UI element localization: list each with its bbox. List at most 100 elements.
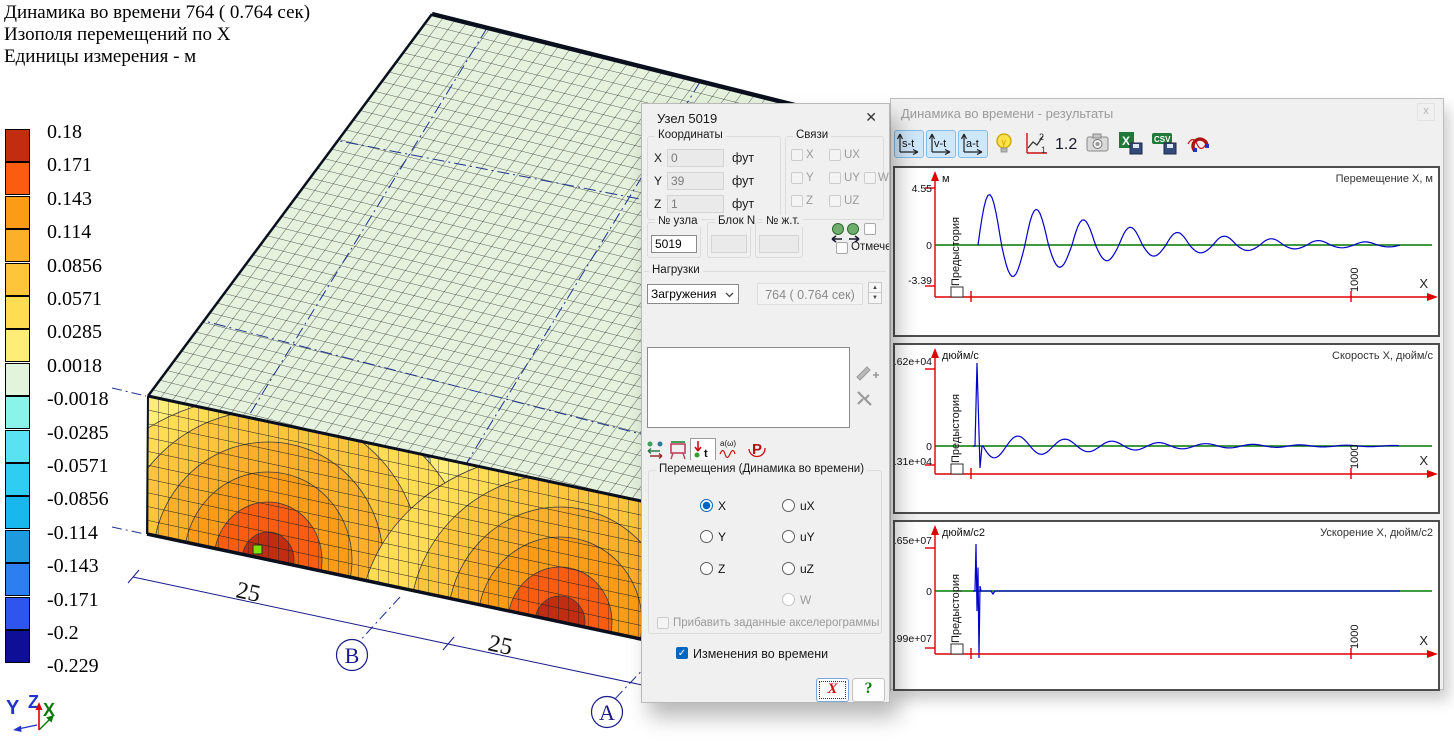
link-ux-checkbox[interactable] [829,149,841,161]
prehistory-label: Предыстория [950,394,962,463]
y-unit-label: дюйм/с2 [942,527,985,539]
time-plot-tab-active[interactable]: t [690,438,716,460]
link-w-label: W [878,172,889,184]
magnet-snap-icon[interactable] [1185,130,1215,158]
legend-swatch [5,362,30,396]
prev-node-arrow-icon [831,235,842,243]
ymin-label: -7.99e+07 [895,633,932,645]
dialog-help-button[interactable]: ? [852,678,885,702]
links-group-label: Связи [793,129,832,141]
link-uz-checkbox[interactable] [829,195,841,207]
toolbar-velocity-button[interactable]: v-t [926,130,956,158]
lightbulb-icon[interactable]: γ [993,130,1015,158]
coord-x-label: X [654,151,663,165]
link-w-checkbox[interactable] [864,172,876,184]
zht-label: № ж.т. [763,215,803,227]
add-load-button[interactable] [853,362,879,382]
radio-w[interactable] [782,593,795,606]
coord-x-unit: фут [732,151,755,165]
coord-z-field[interactable]: 1 [667,195,724,213]
radio-uy[interactable] [782,530,795,543]
node-nav-arrows[interactable] [830,222,876,244]
loads-combo[interactable]: Загружения [647,284,739,304]
legend-swatch [5,563,30,597]
radio-y[interactable] [700,530,713,543]
svg-text:Z: Z [28,692,39,712]
edit-load-button[interactable] [853,388,879,408]
save-excel-icon[interactable]: X [1117,130,1145,158]
exchange-nodes-tab[interactable] [644,438,667,460]
xtick-label: 1000 [1349,445,1361,469]
nav-extra-checkbox[interactable] [864,223,876,235]
scale-2-label: 2 [1039,132,1044,142]
close-x-glyph: X [827,681,838,697]
legend-value-label: -0.114 [47,521,98,544]
zero-label: 0 [926,586,932,598]
coord-y-unit: фут [732,174,755,188]
y-unit-label: дюйм/с [942,350,979,362]
loads-combo-value: Загружения [651,287,717,301]
at-label: a-t [966,138,979,150]
chart-velocity: дюйм/с Скорость X, дюйм/с 9.62e+04 0 -2.… [893,343,1440,514]
results-close-icon[interactable]: x [1417,103,1435,121]
node-dialog[interactable]: Узел 5019 ✕ Координаты X 0 фут Y 39 фут … [641,103,890,703]
link-z-checkbox[interactable] [791,195,803,207]
load-p-tab[interactable]: P [746,438,769,460]
node-number-label: № узла [655,215,701,227]
dialog-title: Узел 5019 [657,111,718,126]
displacements-group-label: Перемещения (Динамика во времени) [656,463,868,475]
dialog-close-button[interactable]: X [816,678,849,702]
coord-z-unit: фут [732,197,755,211]
time-step-field: 764 ( 0.764 сек) [757,283,863,305]
header-line-2: Изополя перемещений по X [4,24,231,45]
block-label: Блок N [715,215,759,227]
coord-x-field[interactable]: 0 [667,149,724,167]
prehistory-label: Предыстория [950,217,962,286]
spinner-up-icon[interactable]: ▲ [868,282,882,293]
prehistory-label: Предыстория [950,574,962,643]
legend-swatch [5,262,30,296]
legend-swatch [5,429,30,463]
node-number-field[interactable]: 5019 [651,235,697,253]
add-accel-checkbox[interactable] [657,617,669,629]
time-step-spinner[interactable]: ▲ ▼ [868,282,882,306]
zht-field[interactable] [759,235,799,253]
radio-z[interactable] [700,562,713,575]
displacements-group: Перемещения (Динамика во времени) X Y Z … [648,463,882,634]
ymin-label: -3.39 [908,275,932,287]
legend-swatch [5,296,30,329]
svg-text:B: B [345,643,360,668]
results-panel[interactable]: Динамика во времени - результаты x s-t v… [890,98,1444,691]
link-y-checkbox[interactable] [791,172,803,184]
legend-value-label: 0.0571 [47,288,102,310]
loads-listbox[interactable] [647,347,850,428]
radio-uz[interactable] [782,562,795,575]
axis-bubble-a: A [590,695,624,729]
save-csv-icon[interactable]: CSV [1151,130,1179,158]
svg-text:P: P [752,441,762,458]
legend-swatch [5,195,30,229]
radio-x[interactable] [700,499,713,512]
camera-icon[interactable] [1085,130,1111,158]
link-ux-label: UX [844,149,860,161]
legend-value-label: -0.0018 [47,388,109,411]
scale-graph-icon[interactable]: 2 1 [1023,130,1049,158]
csv-glyph: CSV [1154,135,1171,144]
link-uy-checkbox[interactable] [829,172,841,184]
block-field[interactable] [711,235,747,253]
selected-node-marker[interactable] [252,544,263,555]
frame-tab[interactable] [667,438,690,460]
legend-value-label: -0.0285 [47,421,109,444]
spinner-down-icon[interactable]: ▼ [868,293,882,304]
radio-ux[interactable] [782,499,795,512]
link-x-checkbox[interactable] [791,149,803,161]
coord-y-field[interactable]: 39 [667,172,724,190]
accelerogram-tab[interactable]: a(ω) [718,438,741,460]
time-changes-checkbox[interactable]: ✓ [676,647,688,659]
toolbar-displacement-button[interactable]: s-t [894,130,924,158]
toolbar-acceleration-button[interactable]: a-t [958,130,988,158]
svg-text:X: X [43,700,55,720]
dialog-close-icon[interactable]: ✕ [865,109,877,125]
axis-bubble-b: B [335,638,369,672]
marked-checkbox[interactable] [836,242,848,254]
